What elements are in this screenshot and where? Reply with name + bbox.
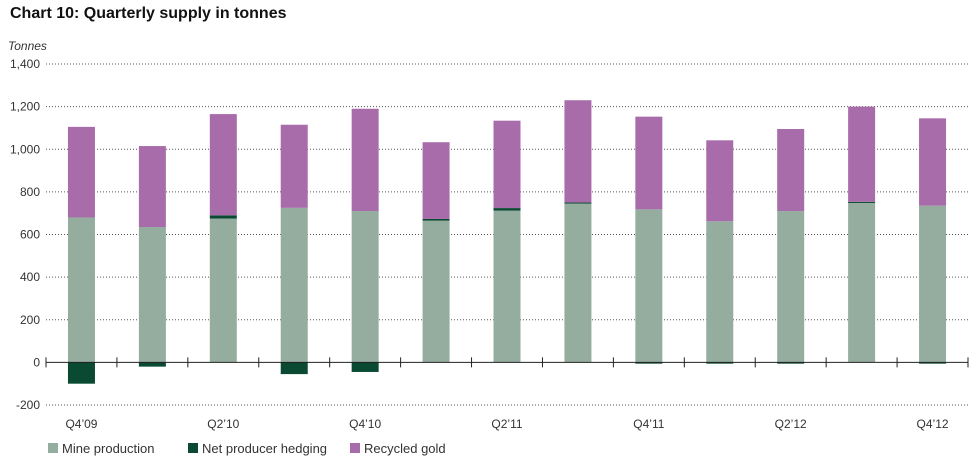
bar-mine-production [280,207,308,363]
axis-layer: -200 0 200 400 600 800 1,000 1,200 1,400 Q4’09 Q2’… [10,57,969,431]
bar-mine-production [67,217,95,363]
bars-layer [67,100,947,384]
bar-net-producer-hedging [280,362,308,375]
bar-recycled-gold [67,126,95,218]
legend-swatch [48,443,58,453]
bar-mine-production [493,210,521,363]
y-tick-label: -200 [16,398,40,412]
bar-net-producer-hedging [777,362,805,364]
bar-net-producer-hedging [209,215,237,219]
bar-recycled-gold [919,118,947,206]
bar-recycled-gold [280,124,308,208]
bar-recycled-gold [706,140,734,222]
legend-label: Recycled gold [364,441,446,456]
bar-mine-production [138,227,166,363]
legend: Mine production Net producer hedging Recyc… [48,441,446,456]
bar-net-producer-hedging [635,362,663,364]
bar-recycled-gold [209,114,237,216]
x-tick-label: Q4’09 [65,417,97,431]
bar-mine-production [848,202,876,363]
bar-net-producer-hedging [919,362,947,364]
chart-title: Chart 10: Quarterly supply in tonnes [10,5,287,22]
legend-label: Mine production [62,441,155,456]
bar-net-producer-hedging [493,208,521,211]
bar-recycled-gold [848,106,876,202]
bar-mine-production [209,218,237,363]
bar-mine-production [422,220,450,363]
x-tick-label: Q2’11 [491,417,522,431]
bar-mine-production [351,211,379,363]
bar-recycled-gold [138,146,166,228]
bar-recycled-gold [777,129,805,212]
bar-net-producer-hedging [138,362,166,367]
legend-swatch [188,443,198,453]
bar-mine-production [919,205,947,363]
bar-recycled-gold [635,116,663,210]
bar-mine-production [564,203,592,363]
x-tick-label: Q2’12 [775,417,807,431]
y-tick-label: 1,400 [10,57,40,71]
bar-net-producer-hedging [706,362,734,364]
y-tick-label: 1,200 [10,100,40,114]
bar-net-producer-hedging [422,218,450,221]
y-tick-label: 600 [20,228,40,242]
bar-recycled-gold [422,142,450,219]
bar-net-producer-hedging [564,202,592,204]
x-tick-label: Q4’11 [633,417,664,431]
bar-net-producer-hedging [848,201,876,203]
legend-swatch [350,443,360,453]
x-tick-label: Q4’10 [349,417,381,431]
bar-recycled-gold [564,100,592,203]
legend-label: Net producer hedging [202,441,327,456]
bar-net-producer-hedging [67,362,95,384]
bar-recycled-gold [351,108,379,212]
bar-mine-production [706,221,734,363]
bar-mine-production [777,211,805,363]
y-tick-label: 0 [33,355,40,369]
bar-recycled-gold [493,120,521,209]
x-tick-label: Q2’10 [207,417,239,431]
bar-mine-production [635,209,663,363]
y-tick-label: 200 [20,313,40,327]
x-tick-label: Q4’12 [917,417,949,431]
y-tick-label: 1,000 [10,142,40,156]
y-tick-label: 400 [20,270,40,284]
grid-layer [46,63,968,406]
bar-net-producer-hedging [351,362,379,372]
y-axis-unit-label: Tonnes [8,39,47,53]
y-tick-label: 800 [20,185,40,199]
